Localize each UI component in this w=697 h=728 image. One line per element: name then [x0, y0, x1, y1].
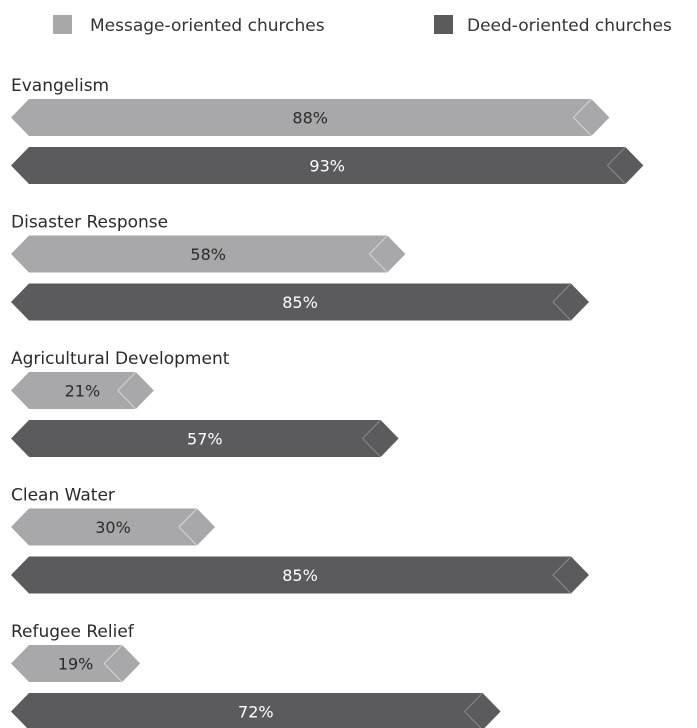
bar-value-label-deed-oriented-churches-clean-water: 85% [282, 566, 318, 585]
bar-tip-chevron [606, 146, 626, 185]
bar-message-oriented-churches-refugee-relief [11, 645, 141, 682]
bar-tip-chevron [463, 692, 483, 728]
bar-value-label-message-oriented-churches-disaster-response: 58% [190, 245, 226, 264]
bar-message-oriented-churches-agricultural-development [11, 372, 154, 409]
legend-swatch-deed-oriented-churches [434, 15, 453, 34]
bar-deed-oriented-churches-disaster-response [11, 283, 589, 321]
bar-message-oriented-churches-clean-water [11, 508, 215, 546]
category-label-refugee-relief: Refugee Relief [11, 622, 135, 642]
bar-tip-chevron [572, 98, 592, 137]
legend-swatch-message-oriented-churches [53, 15, 72, 34]
bar-value-label-message-oriented-churches-evangelism: 88% [292, 109, 328, 128]
category-label-disaster-response: Disaster Response [11, 213, 168, 233]
bar-value-label-message-oriented-churches-refugee-relief: 19% [58, 655, 94, 674]
bar-tip-chevron [103, 644, 123, 683]
bar-deed-oriented-churches-clean-water [11, 556, 589, 594]
bar-deed-oriented-churches-refugee-relief [11, 693, 501, 728]
bar-tip-chevron [552, 556, 572, 594]
bar-value-label-message-oriented-churches-agricultural-development: 21% [65, 382, 101, 401]
category-label-agricultural-development: Agricultural Development [11, 349, 230, 369]
bar-tip-chevron [368, 235, 388, 273]
bar-value-label-deed-oriented-churches-disaster-response: 85% [282, 293, 318, 312]
category-label-evangelism: Evangelism [11, 76, 109, 96]
bar-tip-chevron [117, 371, 137, 410]
bar-tip-chevron [361, 419, 381, 458]
bar-deed-oriented-churches-agricultural-development [11, 420, 399, 457]
bar-value-label-deed-oriented-churches-evangelism: 93% [309, 157, 345, 176]
bar-deed-oriented-churches-evangelism [11, 147, 644, 184]
bar-value-label-deed-oriented-churches-refugee-relief: 72% [238, 703, 274, 722]
legend-label-message-oriented-churches: Message-oriented churches [90, 16, 325, 36]
bar-tip-chevron [552, 283, 572, 321]
bar-message-oriented-churches-disaster-response [11, 235, 406, 273]
bar-tip-chevron [178, 508, 198, 546]
category-label-clean-water: Clean Water [11, 486, 115, 506]
bar-value-label-deed-oriented-churches-agricultural-development: 57% [187, 430, 223, 449]
bar-value-label-message-oriented-churches-clean-water: 30% [95, 518, 131, 537]
legend-label-deed-oriented-churches: Deed-oriented churches [467, 16, 672, 36]
bar-message-oriented-churches-evangelism [11, 99, 610, 136]
